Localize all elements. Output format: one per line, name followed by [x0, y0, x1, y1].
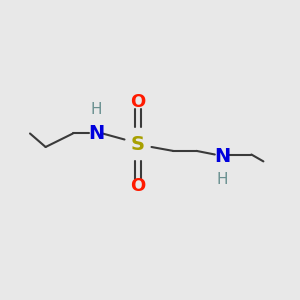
Text: H: H — [216, 172, 228, 188]
Text: S: S — [131, 134, 145, 154]
Text: H: H — [90, 102, 102, 117]
Text: O: O — [130, 177, 146, 195]
Text: N: N — [88, 124, 104, 143]
Text: N: N — [214, 146, 230, 166]
Text: O: O — [130, 93, 146, 111]
